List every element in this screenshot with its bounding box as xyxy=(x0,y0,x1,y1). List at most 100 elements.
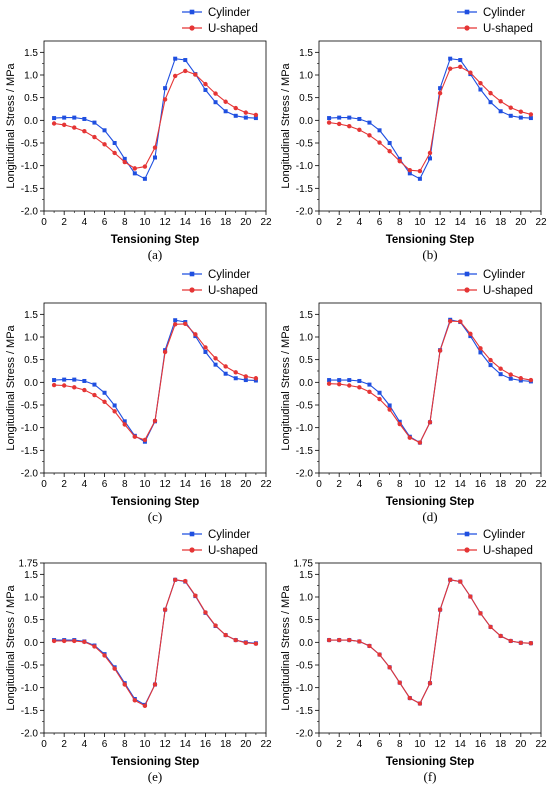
y-tick-label: 1.0 xyxy=(24,333,38,344)
data-point xyxy=(203,349,208,354)
data-point xyxy=(223,632,228,638)
panel-caption: (c) xyxy=(148,509,162,524)
data-point xyxy=(233,637,238,643)
data-point xyxy=(173,318,178,323)
data-point xyxy=(72,377,77,382)
x-axis-label: Tensioning Step xyxy=(386,756,475,768)
y-tick-label: 0.5 xyxy=(24,93,38,104)
data-point xyxy=(61,122,67,128)
x-tick-label: 22 xyxy=(535,217,547,228)
x-tick-label: 14 xyxy=(180,479,192,490)
data-point xyxy=(233,113,238,118)
x-axis-label: Tensioning Step xyxy=(111,234,200,246)
data-point xyxy=(253,378,258,383)
data-point xyxy=(417,176,422,181)
data-point xyxy=(367,643,372,649)
legend-label: Cylinder xyxy=(483,7,525,19)
data-point xyxy=(223,371,228,376)
data-point xyxy=(438,86,443,91)
data-point xyxy=(92,382,97,387)
x-tick-label: 6 xyxy=(102,479,108,490)
x-tick-label: 4 xyxy=(357,739,363,750)
data-point xyxy=(478,350,483,355)
data-point xyxy=(203,610,208,615)
data-point xyxy=(337,115,342,120)
data-point xyxy=(152,682,158,687)
data-point xyxy=(112,403,117,408)
x-tick-label: 10 xyxy=(414,739,426,750)
data-point xyxy=(122,156,127,161)
data-point xyxy=(62,377,67,382)
x-tick-label: 0 xyxy=(316,739,322,750)
x-tick-label: 0 xyxy=(41,479,47,490)
data-point xyxy=(336,121,342,127)
y-tick-label: -1.0 xyxy=(21,683,39,694)
data-point xyxy=(518,115,523,120)
data-point xyxy=(142,703,148,708)
y-tick-label: 1.5 xyxy=(24,570,38,581)
data-point xyxy=(377,140,382,145)
x-tick-label: 16 xyxy=(200,739,212,750)
x-tick-label: 12 xyxy=(435,217,447,228)
plot-frame xyxy=(318,302,542,474)
data-point xyxy=(243,110,249,115)
data-point xyxy=(428,156,432,161)
x-tick-label: 12 xyxy=(160,739,172,750)
data-point xyxy=(172,73,178,79)
x-tick-label: 2 xyxy=(336,217,342,228)
x-tick-label: 18 xyxy=(495,739,507,750)
legend-marker xyxy=(464,25,470,31)
data-point xyxy=(132,698,138,703)
data-point xyxy=(336,637,342,643)
data-point xyxy=(468,594,473,599)
legend-label: U-shaped xyxy=(483,285,533,297)
x-tick-label: 2 xyxy=(336,479,342,490)
x-axis-label: Tensioning Step xyxy=(386,234,475,246)
data-point xyxy=(72,638,77,644)
data-point xyxy=(92,644,97,649)
data-point xyxy=(326,120,332,125)
y-tick-label: -0.5 xyxy=(296,661,314,672)
data-point xyxy=(357,116,362,121)
data-point xyxy=(102,399,107,405)
x-tick-label: 6 xyxy=(102,217,108,228)
chart-panel-c: 0 2 4 6 8 10 12 14 16 18 20 22 -2.0 -1.5 -1.0 -0.5 0.0 0.… xyxy=(5,269,272,524)
data-point xyxy=(183,578,188,584)
data-point xyxy=(478,611,483,616)
y-tick-label: -0.5 xyxy=(21,401,39,412)
x-tick-label: 12 xyxy=(160,217,172,228)
data-point xyxy=(488,363,493,368)
x-tick-label: 6 xyxy=(377,739,383,750)
data-point xyxy=(407,168,413,173)
data-point xyxy=(213,91,218,96)
data-point xyxy=(447,577,453,582)
x-tick-label: 4 xyxy=(357,479,363,490)
x-tick-label: 16 xyxy=(475,217,487,228)
data-point xyxy=(132,434,138,439)
legend-label: Cylinder xyxy=(208,7,250,19)
data-point xyxy=(82,378,87,383)
data-point xyxy=(518,640,524,645)
data-point xyxy=(528,641,534,646)
x-tick-label: 12 xyxy=(160,479,172,490)
data-point xyxy=(488,100,493,105)
x-tick-label: 18 xyxy=(220,739,232,750)
data-point xyxy=(498,366,503,371)
data-point xyxy=(203,81,208,87)
data-point xyxy=(377,390,382,395)
data-point xyxy=(51,382,57,388)
x-tick-label: 6 xyxy=(377,479,383,490)
legend-label: U-shaped xyxy=(208,545,258,557)
y-tick-label: 0.5 xyxy=(299,93,313,104)
data-point xyxy=(163,86,168,91)
data-point xyxy=(508,105,513,110)
data-point xyxy=(72,385,77,390)
data-point xyxy=(397,680,402,685)
data-point xyxy=(112,150,117,156)
data-point xyxy=(82,129,87,134)
data-point xyxy=(62,115,67,120)
x-tick-label: 22 xyxy=(535,479,547,490)
data-point xyxy=(61,638,67,644)
data-point xyxy=(387,407,392,412)
